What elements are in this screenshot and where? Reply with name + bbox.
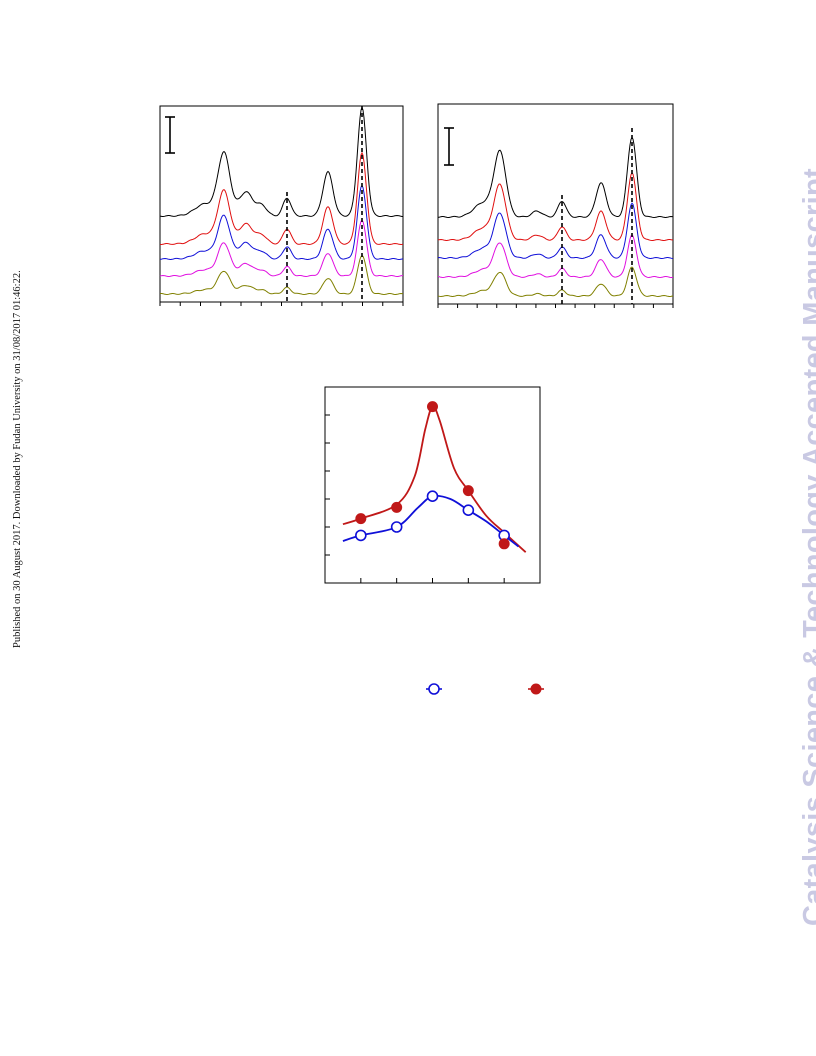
data-point-filled	[391, 501, 403, 513]
spectrum-trace	[437, 266, 674, 298]
data-point-filled	[355, 513, 367, 525]
data-point-open	[390, 521, 403, 533]
data-point-open	[355, 529, 367, 542]
data-point-open	[462, 504, 475, 517]
spectrum-trace	[159, 151, 404, 246]
legend-marker-filled	[530, 683, 542, 695]
bottom-scatter-panel	[324, 386, 541, 584]
spectrum-trace	[437, 202, 674, 260]
legend	[426, 683, 544, 695]
data-point-filled	[462, 485, 474, 497]
left-spectra-panel	[159, 105, 404, 306]
spectrum-trace	[437, 136, 674, 219]
legend-marker-open	[428, 683, 440, 695]
spectrum-trace	[437, 171, 674, 241]
fit-curve-open	[342, 494, 520, 548]
spectrum-trace	[159, 184, 404, 261]
spectrum-trace	[159, 254, 404, 296]
data-point-filled	[498, 538, 510, 550]
spectrum-trace	[159, 106, 403, 218]
plot-frame	[324, 386, 541, 584]
right-spectra-panel	[437, 103, 674, 308]
data-point-open	[426, 490, 439, 503]
plot-frame	[437, 103, 674, 305]
spectrum-trace	[437, 234, 674, 279]
data-point-filled	[427, 401, 438, 413]
